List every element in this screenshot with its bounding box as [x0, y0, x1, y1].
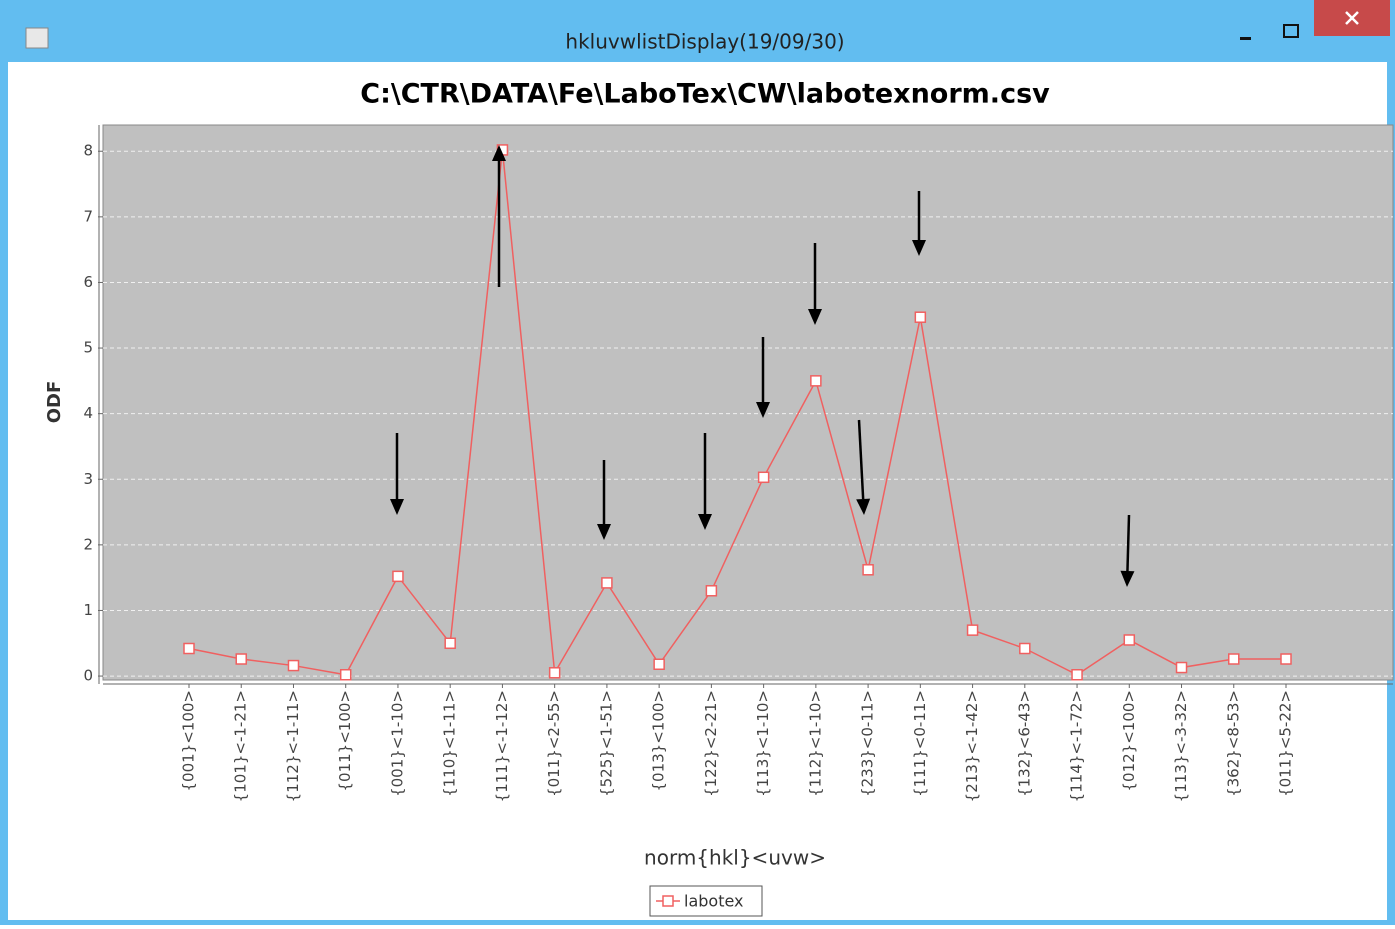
- annotation-arrow: [857, 419, 865, 500]
- arrow-head: [856, 498, 871, 515]
- point: [287, 659, 300, 672]
- window-title: hkluvwlistDisplay(19/09/30): [565, 30, 844, 54]
- x-tick-label: {011}<5-22>: [1277, 690, 1295, 797]
- y-tick-label: 3: [83, 470, 93, 488]
- point: [1175, 661, 1188, 674]
- x-tick-label: {122}<2-21>: [702, 690, 720, 797]
- point: [862, 564, 874, 576]
- minimize-button[interactable]: [1240, 37, 1251, 40]
- y-tick-label: 5: [83, 339, 93, 357]
- y-tick-label: 2: [83, 535, 93, 553]
- x-tick-label: {113}<1-10>: [754, 690, 772, 797]
- point: [183, 642, 195, 655]
- chart-title: C:\CTR\DATA\Fe\LaboTex\CW\labotexnorm.cs…: [360, 79, 1050, 110]
- y-tick-label: 8: [83, 142, 93, 160]
- x-tick-label: {110}<1-11>: [441, 690, 459, 797]
- legend-marker: [662, 895, 674, 907]
- arrow-head: [912, 240, 926, 256]
- x-tick-label: {012}<100>: [1120, 690, 1138, 791]
- x-tick-label: {362}<8-53>: [1224, 690, 1242, 797]
- point: [444, 637, 456, 650]
- point: [757, 471, 770, 484]
- x-tick-label: {013}<100>: [650, 690, 668, 791]
- point: [235, 653, 247, 665]
- y-axis-label: ODF: [44, 381, 65, 424]
- series-line: [188, 149, 1286, 676]
- arrow-head: [808, 309, 822, 325]
- point: [810, 375, 822, 387]
- y-tick-label: 6: [83, 273, 93, 291]
- x-tick-label: {213}<-1-42>: [963, 690, 981, 802]
- point: [1019, 642, 1031, 655]
- point: [653, 658, 665, 671]
- annotation-arrow: [1126, 514, 1131, 572]
- legend-label: labotex: [684, 892, 744, 911]
- arrow-head: [756, 402, 770, 418]
- x-tick-label: {525}<1-51>: [597, 690, 615, 797]
- point: [548, 667, 561, 679]
- y-tick-label: 4: [83, 404, 93, 422]
- x-tick-label: {001}<1-10>: [388, 690, 406, 797]
- point: [339, 669, 352, 681]
- plot-area: [102, 124, 1394, 681]
- point: [392, 570, 404, 583]
- point: [1071, 669, 1083, 681]
- close-icon[interactable]: [1345, 11, 1359, 25]
- x-tick-label: {113}<-3-32>: [1172, 690, 1190, 802]
- arrow-head: [597, 524, 611, 540]
- x-tick-label: {111}<0-11>: [911, 690, 929, 797]
- arrow-head: [1120, 570, 1135, 587]
- app-icon: [25, 27, 49, 49]
- y-tick-label: 1: [83, 601, 93, 619]
- x-tick-label: {114}<-1-72>: [1068, 690, 1086, 802]
- arrow-head: [390, 499, 404, 515]
- arrow-head: [698, 514, 712, 530]
- point: [914, 311, 927, 323]
- x-axis-label: norm{hkl}<uvw>: [644, 846, 826, 870]
- y-tick-label: 0: [83, 667, 93, 685]
- x-tick-label: {101}<-1-21>: [232, 690, 250, 802]
- x-tick-label: {011}<100>: [336, 690, 354, 791]
- x-tick-label: {111}<-1-12>: [493, 690, 511, 802]
- close-button[interactable]: [1314, 0, 1390, 36]
- point: [1228, 653, 1240, 665]
- point: [1280, 653, 1292, 665]
- x-tick-label: {112}<-1-11>: [284, 690, 302, 802]
- point: [705, 585, 718, 597]
- x-tick-label: {011}<2-55>: [545, 690, 563, 797]
- arrow-head: [492, 145, 506, 161]
- x-tick-label: {112}<1-10>: [806, 690, 824, 797]
- x-tick-label: {001}<100>: [180, 690, 198, 791]
- point: [601, 577, 613, 589]
- point: [1123, 634, 1136, 646]
- maximize-button[interactable]: [1283, 24, 1299, 38]
- x-tick-label: {233}<0-11>: [859, 690, 877, 797]
- y-tick-label: 7: [83, 207, 93, 225]
- point: [966, 624, 979, 636]
- x-tick-label: {132}<6-43>: [1015, 690, 1033, 797]
